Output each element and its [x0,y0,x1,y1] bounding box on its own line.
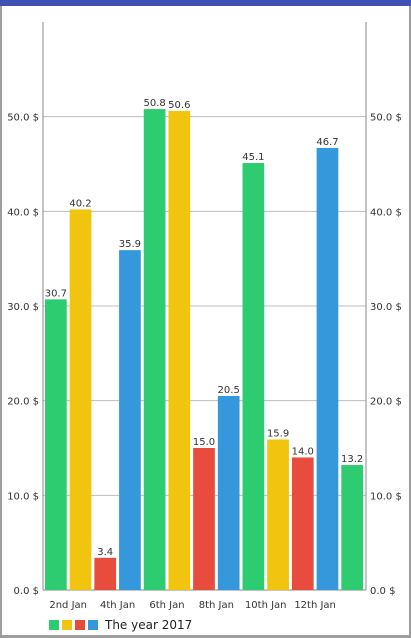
bar [267,439,289,590]
bar-value-label: 20.5 [218,385,240,396]
x-tick-label: 10th Jan [245,600,287,611]
x-tick-label: 8th Jan [199,600,234,611]
bar [316,147,339,590]
bar-value-label: 15.9 [267,428,289,439]
x-tick-label: 4th Jan [100,600,135,611]
bar [45,299,67,590]
status-bar [0,0,411,6]
left-edge-border [0,6,2,638]
y-tick-label-left: 20.0 $ [7,397,39,408]
bar [168,110,191,590]
bar [143,109,166,591]
y-tick-label-right: 30.0 $ [370,302,402,313]
y-tick-label-left: 10.0 $ [7,491,39,502]
bar [94,557,117,590]
right-edge-border [409,6,411,638]
y-tick-label-left: 50.0 $ [7,113,39,124]
y-tick-label-right: 40.0 $ [370,207,402,218]
legend-swatch-green [49,620,59,630]
bar [217,395,240,590]
x-tick-label: 6th Jan [149,600,184,611]
bar-value-label: 50.8 [143,98,165,109]
legend-swatch-yellow [62,620,72,630]
bar-value-label: 46.7 [316,137,338,148]
bar-value-label: 14.0 [292,446,314,457]
bar [193,448,215,590]
bar [119,250,141,590]
y-tick-label-left: 0.0 $ [14,586,39,597]
chart-legend: The year 2017 [49,617,192,633]
bar-value-label: 45.1 [242,152,264,163]
x-tick-label: 12th Jan [294,600,336,611]
y-tick-label-right: 20.0 $ [370,397,402,408]
y-tick-label-left: 30.0 $ [7,302,39,313]
bar-value-label: 13.2 [341,454,363,465]
bar-value-label: 15.0 [193,437,215,448]
bar-value-label: 3.4 [97,547,113,558]
bar-value-label: 30.7 [45,288,67,299]
legend-swatch-red [75,620,85,630]
bar-value-label: 40.2 [69,198,91,209]
legend-label: The year 2017 [105,618,193,632]
x-tick-label: 2nd Jan [49,600,87,611]
bar [242,163,265,590]
bar [341,465,363,590]
y-tick-label-right: 0.0 $ [370,586,395,597]
bar-value-label: 35.9 [119,239,141,250]
bar-value-label: 50.6 [168,100,190,111]
y-tick-label-right: 50.0 $ [370,113,402,124]
y-tick-label-right: 10.0 $ [370,491,402,502]
y-tick-label-left: 40.0 $ [7,207,39,218]
legend-swatch-blue [88,620,98,630]
bar [291,457,314,590]
bar [69,209,92,590]
bottom-edge-border [0,635,411,638]
